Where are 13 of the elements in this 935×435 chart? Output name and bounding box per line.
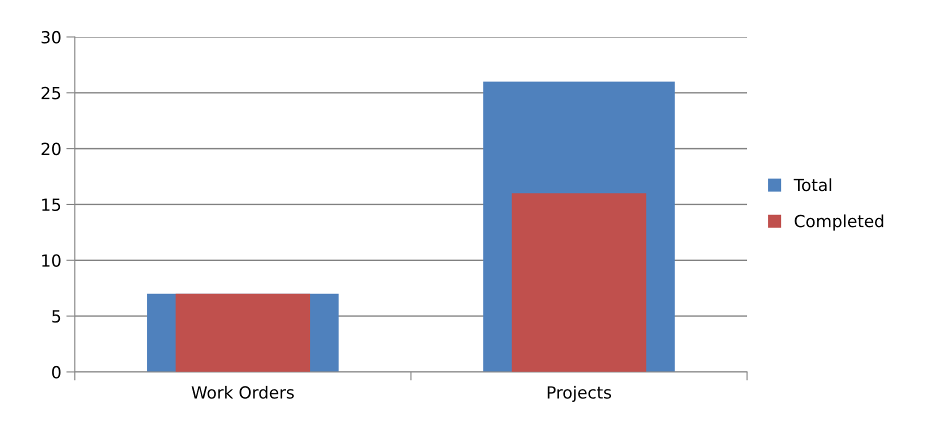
y-tick-label: 5 xyxy=(52,310,60,323)
y-tick-label: 30 xyxy=(42,30,60,44)
y-tick-label: 20 xyxy=(42,142,60,156)
x-tick-label: Projects xyxy=(548,386,612,402)
y-tick-label: 0 xyxy=(52,366,60,378)
bar xyxy=(512,193,646,372)
x-tick-label: Work Orders xyxy=(192,386,294,399)
legend-label: Completed xyxy=(794,214,884,231)
y-tick-label: 15 xyxy=(42,198,60,212)
legend-label: Total xyxy=(794,178,832,192)
bar xyxy=(176,294,310,372)
y-tick-label: 25 xyxy=(42,86,60,100)
y-tick-label: 10 xyxy=(42,254,60,267)
